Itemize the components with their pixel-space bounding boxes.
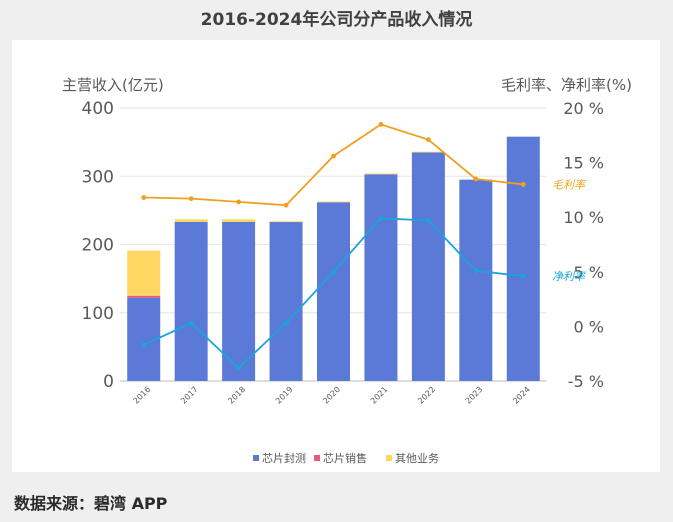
bar-chip-packaging [364,174,398,381]
bar-other [411,151,445,153]
y-tick-label: 0 [103,372,114,392]
net-margin-point [473,268,479,274]
x-tick-label: 2018 [226,385,247,406]
gross-margin-point [331,153,336,159]
legend-label: 芯片销售 [323,451,367,465]
gross-margin-point [520,182,526,187]
bar-other [317,201,350,203]
bar-chip-packaging [174,221,208,381]
y2-axis-title: 毛利率、净利率(%) [501,76,632,94]
legend-label: 其他业务 [395,452,439,465]
y2-tick-label: 15 % [563,154,604,173]
source-note: 数据来源：碧湾 APP [14,494,168,513]
x-tick-label: 2020 [321,385,342,406]
revenue-margin-chart: 主营收入(亿元) 毛利率、净利率(%) 0 100 200 300 400 -5 % 0 … [62,76,632,465]
y-tick-label: 300 [82,167,114,187]
y2-tick-label: 20 % [563,99,604,118]
x-tick-label: 2021 [369,385,390,406]
gross-margin-point [425,137,431,143]
y-tick-label: 200 [82,236,114,256]
net-margin-point [283,320,289,326]
bar-chip-packaging [506,136,540,381]
x-tick-label: 2019 [274,385,295,406]
y2-tick-label: 0 % [574,317,604,336]
y-axis-ticks: 0 100 200 300 400 [82,99,114,392]
legend-swatch [253,455,259,461]
y-tick-label: 400 [82,99,114,119]
net-margin-point [425,218,431,223]
net-margin-point [188,320,194,326]
y2-axis-ticks: -5 % 0 % 5 % 10 % 15 % 20 % [563,99,604,391]
legend-label: 芯片封测 [262,451,306,465]
bar-chip-sales [127,295,161,298]
bar-chip-packaging [411,152,445,381]
net-margin-point [378,215,384,221]
gross-margin-point [141,195,147,200]
net-margin-label: 净利率 [552,270,587,283]
net-margin-point [520,273,526,279]
gross-margin-point [236,199,242,205]
bar-other [364,173,398,175]
bar-other [174,219,208,222]
y2-tick-label: 5 % [574,263,604,282]
legend: 芯片封测 芯片销售 其他业务 [253,451,439,465]
y-tick-label: 100 [82,304,114,324]
bar-other [127,250,161,296]
gross-margin-point [378,121,384,127]
net-margin-point [331,269,336,275]
x-tick-label: 2016 [132,385,153,406]
x-axis-ticks: 2016 2017 2018 2019 2020 2021 2022 2023 2024 [132,385,532,406]
gross-margin-point [473,176,479,182]
gross-margin-label: 毛利率 [552,178,587,191]
net-margin-point [236,365,242,371]
net-margin-point [141,342,147,348]
x-tick-label: 2022 [416,385,437,406]
bar-chip-packaging [269,221,303,381]
y2-tick-label: -5 % [568,372,604,391]
gross-margin-point [188,196,194,202]
chart-panel: 主营收入(亿元) 毛利率、净利率(%) 0 100 200 300 400 -5 % 0 … [12,40,660,472]
y2-tick-label: 10 % [563,208,604,227]
y-axis-title: 主营收入(亿元) [62,76,164,94]
bar-chip-packaging [459,179,493,381]
bars [127,136,540,381]
bar-chip-packaging [317,202,350,381]
gross-margin-point [283,202,289,208]
x-tick-label: 2024 [511,385,532,406]
x-tick-label: 2023 [464,385,485,406]
x-tick-label: 2017 [179,385,200,406]
legend-swatch [314,455,320,461]
bar-chip-packaging [222,221,256,381]
legend-swatch [386,455,392,461]
bar-other [222,219,256,222]
bar-other [269,221,303,223]
page-title: 2016-2024年公司分产品收入情况 [200,10,473,30]
